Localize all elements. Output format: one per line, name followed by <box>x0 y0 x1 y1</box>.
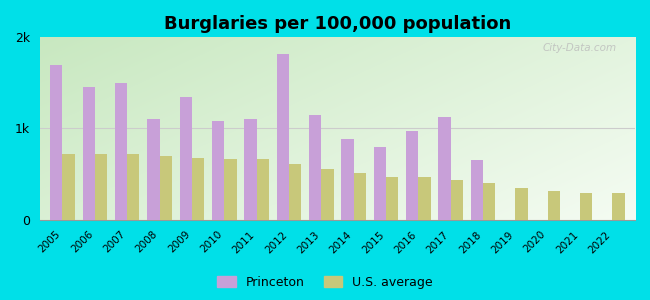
Bar <box>257 159 269 220</box>
Bar <box>321 169 333 220</box>
Bar <box>374 147 386 220</box>
Bar <box>483 183 495 220</box>
Bar <box>471 160 483 220</box>
Bar <box>179 97 192 220</box>
Bar <box>192 158 204 220</box>
Bar <box>438 117 450 220</box>
Bar <box>548 191 560 220</box>
Bar <box>127 154 140 220</box>
Bar <box>419 177 430 220</box>
Bar <box>115 83 127 220</box>
Bar <box>224 159 237 220</box>
Title: Burglaries per 100,000 population: Burglaries per 100,000 population <box>164 15 511 33</box>
Bar <box>309 115 321 220</box>
Bar <box>515 188 528 220</box>
Bar <box>450 180 463 220</box>
Bar <box>212 121 224 220</box>
Legend: Princeton, U.S. average: Princeton, U.S. average <box>212 271 438 294</box>
Bar <box>95 154 107 220</box>
Bar <box>580 193 592 220</box>
Bar <box>244 119 257 220</box>
Text: City-Data.com: City-Data.com <box>543 43 617 53</box>
Bar <box>148 119 159 220</box>
Bar <box>612 193 625 220</box>
Bar <box>83 87 95 220</box>
Bar <box>289 164 301 220</box>
Bar <box>62 154 75 220</box>
Bar <box>277 54 289 220</box>
Bar <box>341 140 354 220</box>
Bar <box>386 177 398 220</box>
Bar <box>50 65 62 220</box>
Bar <box>159 156 172 220</box>
Bar <box>354 173 366 220</box>
Bar <box>406 131 419 220</box>
